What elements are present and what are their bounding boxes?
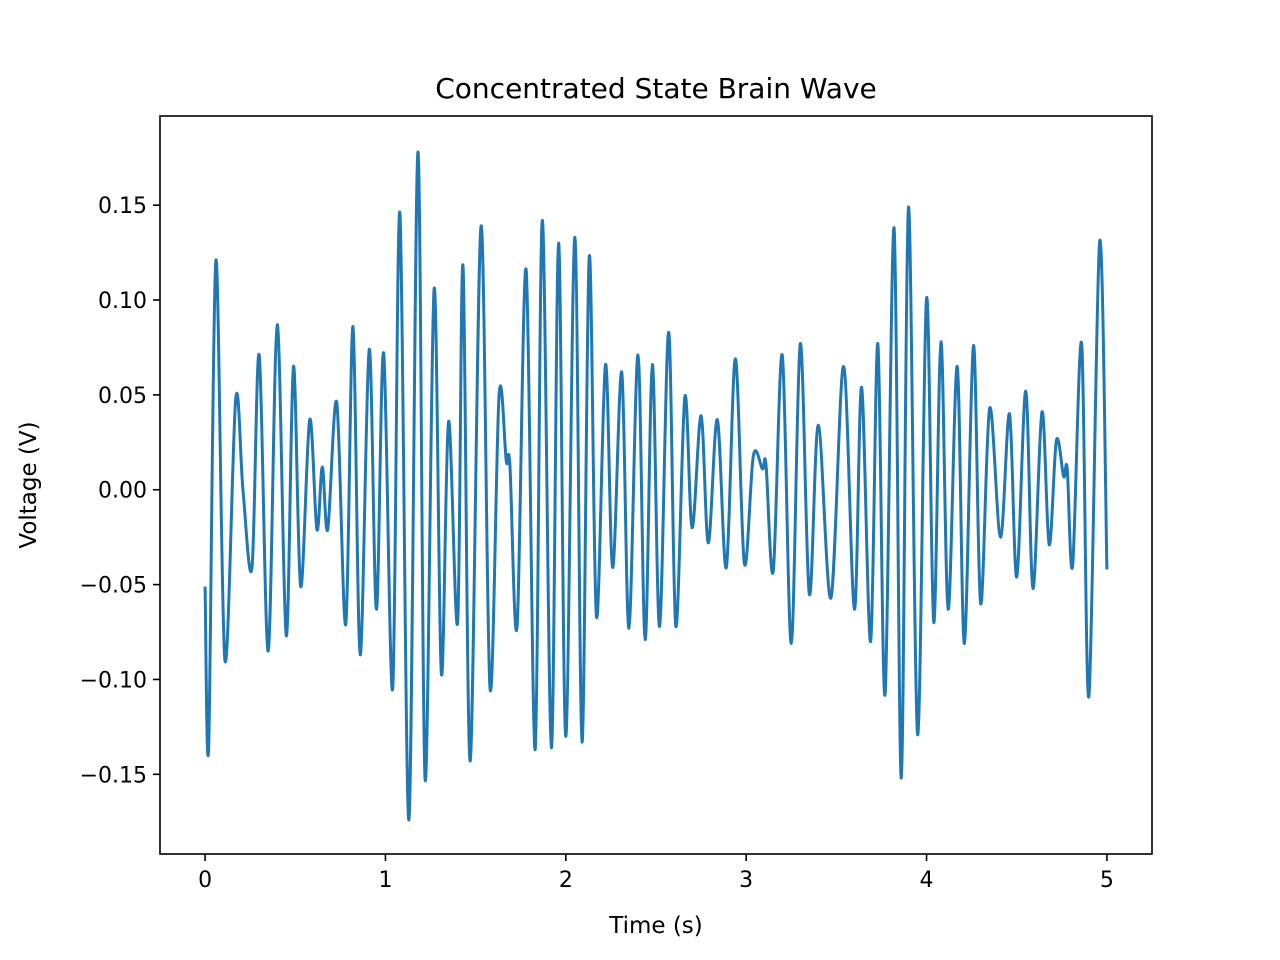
y-tick-label: 0.05 <box>98 384 147 409</box>
x-tick-label: 3 <box>739 868 753 893</box>
y-tick-label: −0.05 <box>80 574 147 599</box>
x-tick-label: 5 <box>1100 868 1114 893</box>
chart-title: Concentrated State Brain Wave <box>435 72 877 105</box>
x-tick-label: 0 <box>198 868 212 893</box>
y-tick-label: 0.15 <box>98 194 147 219</box>
y-tick-label: −0.15 <box>80 763 147 788</box>
x-axis-label: Time (s) <box>608 913 703 939</box>
series-layer <box>203 150 1109 822</box>
y-tick-label: −0.10 <box>80 668 147 693</box>
x-axis-ticks: 0 1 2 3 4 5 <box>198 854 1114 893</box>
brain-wave-line-series <box>203 150 1109 822</box>
y-axis-label: Voltage (V) <box>16 421 42 548</box>
plot-frame <box>159 115 1153 855</box>
x-tick-label: 4 <box>920 868 934 893</box>
y-tick-label: 0.00 <box>98 479 147 504</box>
y-axis-ticks: −0.15 −0.10 −0.05 0.00 0.05 0.10 0.15 <box>80 194 160 788</box>
x-tick-label: 2 <box>559 868 573 893</box>
y-tick-label: 0.10 <box>98 289 147 314</box>
x-tick-label: 1 <box>378 868 392 893</box>
